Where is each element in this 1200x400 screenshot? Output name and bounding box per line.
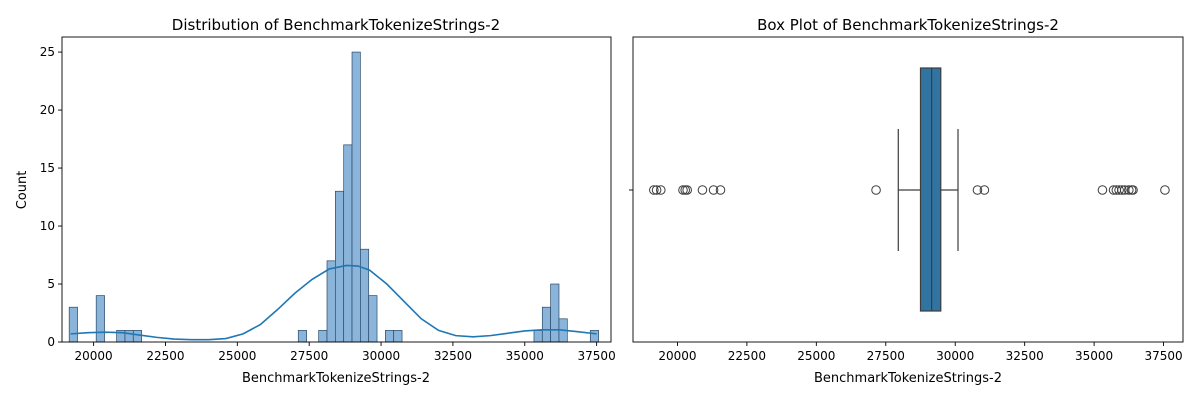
histogram-bar [95,295,105,343]
histogram-bar [385,330,395,343]
x-tick-label: 22500 [146,349,184,363]
outlier-point [678,185,688,195]
x-tick-label: 22500 [728,349,766,363]
histogram-bar [360,248,370,343]
y-tick-label: 25 [40,45,55,59]
histogram-bars [68,51,599,343]
histogram-bar [533,330,543,343]
x-tick-label: 35000 [1075,349,1113,363]
outlier-point [1124,185,1134,195]
outlier-point [1114,185,1124,195]
outlier-point [651,185,662,195]
outlier-point [979,185,990,195]
outlier-point [680,185,691,195]
x-tick-label: 20000 [75,349,113,363]
histogram-bar [589,330,599,343]
boxplot-panel: Box Plot of BenchmarkTokenizeStrings-2 2… [629,16,1184,386]
boxplot-plot-area [632,36,1184,343]
iqr-box [919,67,942,312]
histogram-bar [124,330,134,343]
boxplot-title: Box Plot of BenchmarkTokenizeStrings-2 [757,16,1059,34]
outlier-point [871,185,881,195]
x-tick-label: 37500 [578,349,616,363]
histogram-bar [351,51,361,343]
y-tick-label: 0 [47,335,55,349]
x-tick-label: 30000 [936,349,974,363]
kde-line [70,264,597,341]
outlier-point [1160,185,1170,195]
histogram-y-ticks: 0 5 10 15 20 25 [40,45,62,349]
x-tick-label: 30000 [362,349,400,363]
y-tick-label: 5 [47,277,55,291]
outlier-point [1117,185,1127,195]
histogram-bar [393,330,403,343]
histogram-bar [297,330,307,343]
histogram-bar [318,330,328,343]
x-tick-label: 27500 [867,349,905,363]
histogram-bar [550,283,560,343]
outlier-point [972,185,983,195]
x-tick-label: 27500 [290,349,328,363]
x-tick-label: 20000 [658,349,696,363]
histogram-bar [132,330,142,343]
boxplot-x-label: BenchmarkTokenizeStrings-2 [814,371,1002,386]
histogram-bar [68,306,78,343]
outlier-point [708,185,719,195]
x-tick-label: 32500 [434,349,472,363]
y-tick-label: 10 [40,219,55,233]
histogram-title: Distribution of BenchmarkTokenizeStrings… [172,16,500,34]
histogram-panel: Distribution of BenchmarkTokenizeStrings… [15,16,616,386]
outlier-point [1128,185,1138,195]
histogram-bar [368,295,378,343]
x-tick-label: 25000 [218,349,256,363]
x-tick-label: 32500 [1006,349,1044,363]
histogram-plot-area [61,36,612,343]
histogram-bar [326,260,336,343]
histogram-x-ticks: 20000 22500 25000 27500 30000 32500 35000 37500 [75,342,616,363]
outlier-point [697,185,708,195]
histogram-y-label: Count [15,171,30,210]
x-tick-label: 35000 [506,349,544,363]
x-tick-label: 25000 [797,349,835,363]
histogram-x-label: BenchmarkTokenizeStrings-2 [242,371,430,386]
histogram-bar [541,306,551,343]
histogram-bar [343,144,353,343]
outlier-point [1097,185,1108,195]
boxplot-marks [649,67,1170,312]
y-tick-label: 20 [40,103,55,117]
outlier-point [655,185,666,195]
x-tick-label: 37500 [1144,349,1182,363]
outlier-point [649,185,659,195]
y-tick-label: 15 [40,161,55,175]
outlier-point [715,185,726,195]
boxplot-x-ticks: 20000 22500 25000 27500 30000 32500 35000 37500 [658,342,1183,363]
outlier-point [682,185,692,195]
